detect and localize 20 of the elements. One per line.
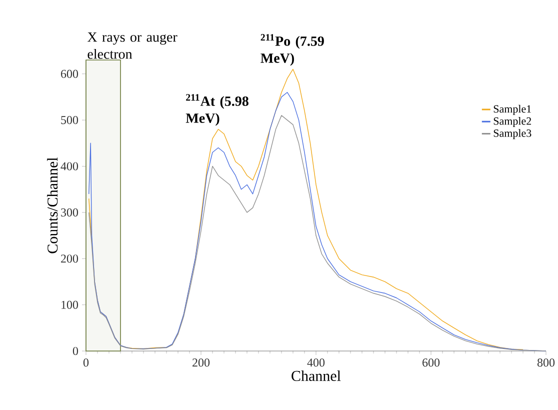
legend-label: Sample2 [494, 117, 532, 128]
x-tick-label: 0 [83, 358, 89, 367]
x-tick-label: 200 [192, 358, 210, 367]
y-tick-label: 500 [61, 116, 78, 124]
x-tick-label: 600 [422, 358, 440, 367]
x-tick-label: 800 [537, 358, 555, 367]
y-tick-label: 300 [61, 208, 78, 216]
annotation: $^{211}$At (5.98 MeV) [186, 94, 248, 126]
annotation: $^{211}$Po (7.59 MeV) [260, 34, 324, 66]
y-tick-label: 100 [62, 300, 78, 309]
legend-label: Sample1 [494, 104, 531, 115]
x-axis-title: Channel [292, 370, 341, 382]
x-tick-label: 400 [307, 358, 325, 367]
y-axis-title: Counts/Channel [47, 157, 58, 254]
band-label: X rays or auger electron [88, 32, 178, 59]
y-tick-label: 200 [61, 254, 78, 263]
y-tick-label: 0 [72, 346, 78, 356]
y-tick-label: 600 [60, 70, 78, 78]
legend-label: Sample3 [494, 129, 532, 140]
y-tick-label: 400 [60, 162, 78, 170]
